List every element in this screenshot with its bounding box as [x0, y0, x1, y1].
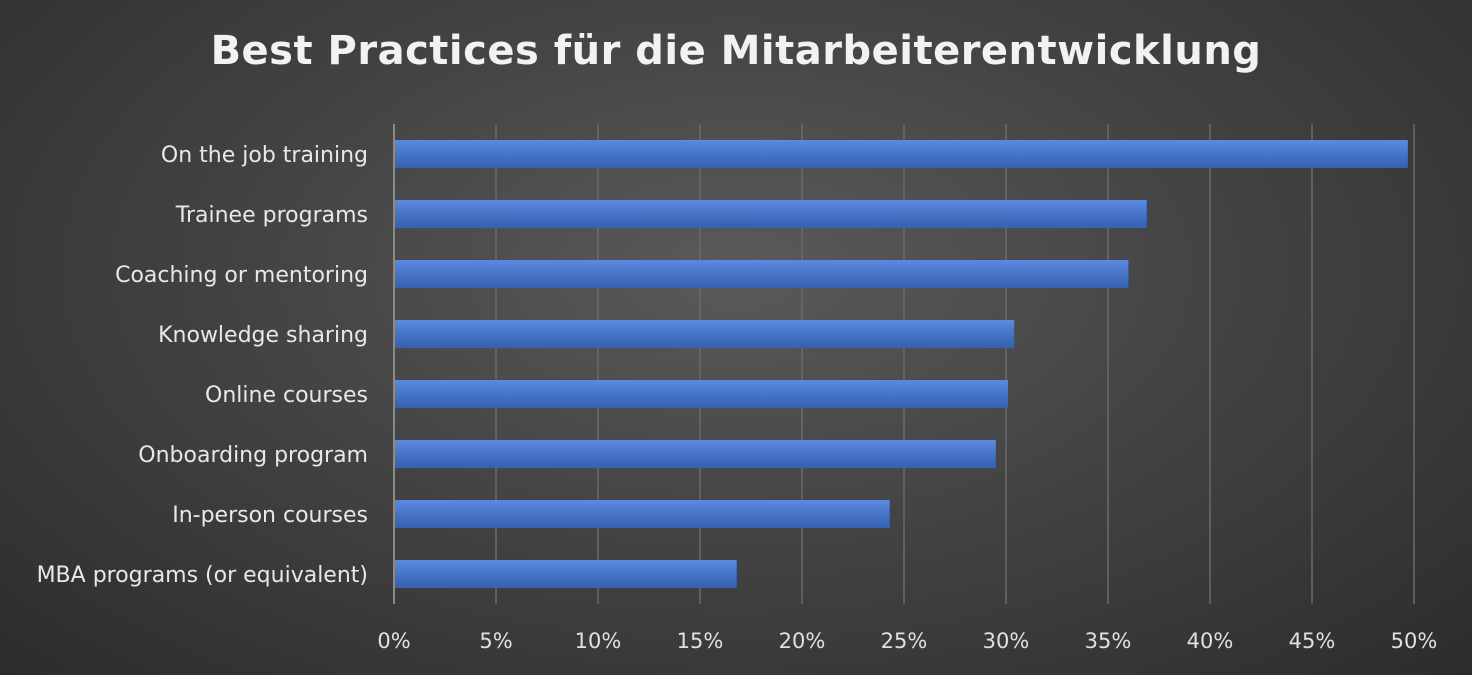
bar — [394, 200, 1147, 228]
category-label: Online courses — [205, 383, 368, 408]
x-tick-label: 35% — [1085, 629, 1132, 653]
chart-title: Best Practices für die Mitarbeiterentwic… — [210, 28, 1262, 74]
x-tick-label: 45% — [1289, 629, 1336, 653]
category-label: MBA programs (or equivalent) — [37, 563, 368, 588]
category-label: Knowledge sharing — [158, 323, 368, 348]
bar — [394, 560, 737, 588]
x-tick-label: 5% — [479, 629, 512, 653]
x-tick-label: 20% — [779, 629, 826, 653]
x-tick-label: 40% — [1187, 629, 1234, 653]
category-label: On the job training — [161, 143, 368, 168]
category-label: Onboarding program — [138, 443, 368, 468]
category-label: In-person courses — [172, 503, 368, 528]
bars — [394, 140, 1408, 588]
bar — [394, 260, 1129, 288]
x-tick-label: 30% — [983, 629, 1030, 653]
x-tick-label: 25% — [881, 629, 928, 653]
category-label: Trainee programs — [175, 203, 368, 228]
x-tick-label: 0% — [377, 629, 410, 653]
bar — [394, 140, 1408, 168]
gridlines — [495, 124, 1415, 604]
x-tick-label: 15% — [677, 629, 724, 653]
category-labels: On the job training Trainee programs Coach… — [37, 143, 368, 588]
bar — [394, 500, 890, 528]
x-tick-label: 10% — [575, 629, 622, 653]
x-tick-labels: 0% 5% 10% 15% 20% 25% 30% 35% 40% 45% 50% — [377, 629, 1437, 653]
x-tick-label: 50% — [1391, 629, 1438, 653]
category-label: Coaching or mentoring — [115, 263, 368, 288]
bar — [394, 320, 1015, 348]
bar — [394, 380, 1009, 408]
bar — [394, 440, 996, 468]
